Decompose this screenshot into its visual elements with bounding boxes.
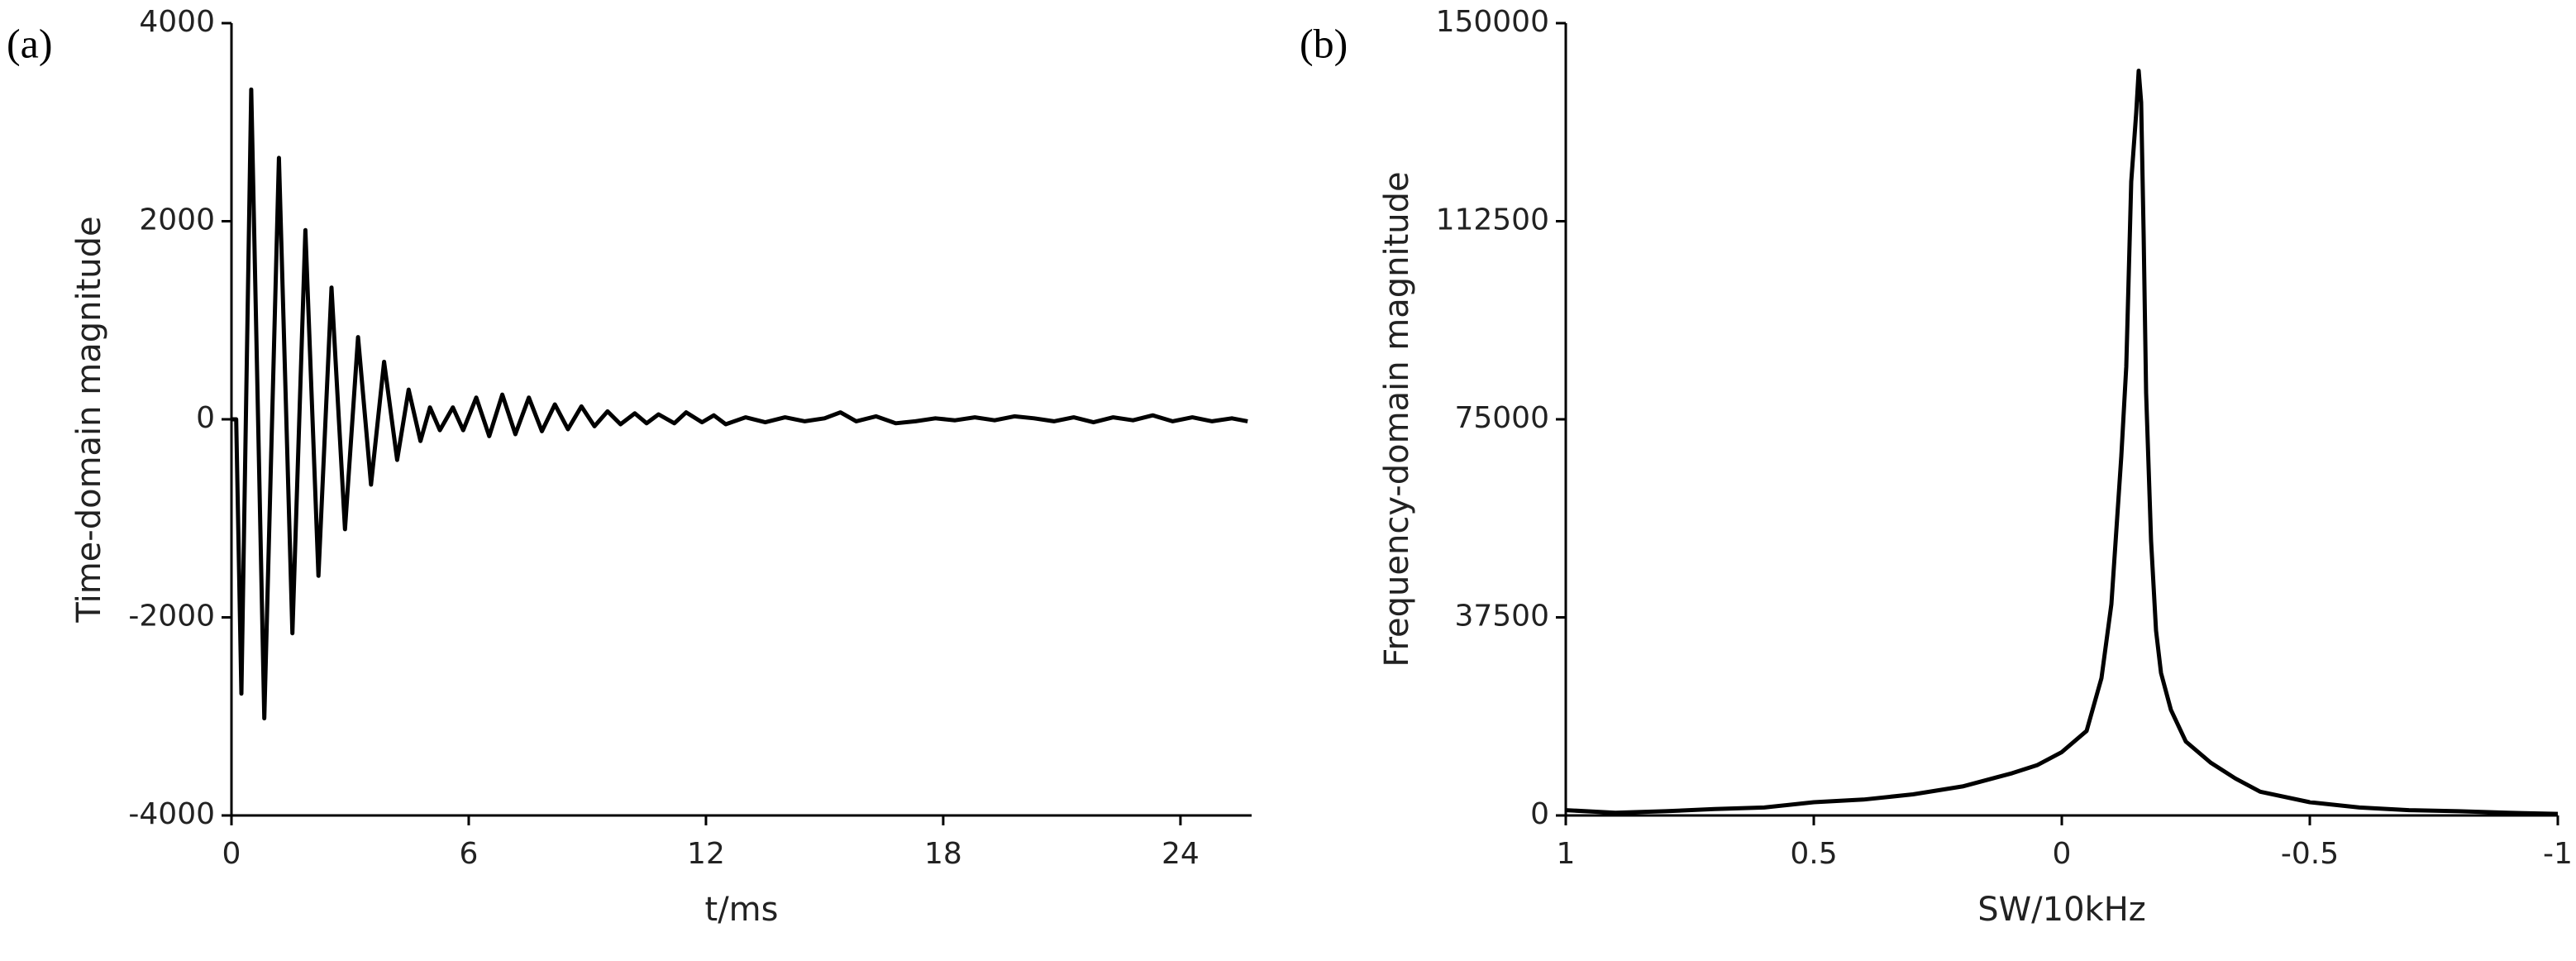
y-tick-label: 0	[1530, 797, 1549, 831]
y-tick-label: 112500	[1436, 203, 1549, 237]
y-tick-label: 37500	[1454, 600, 1549, 633]
x-tick-label: 0.5	[1790, 837, 1837, 871]
panel-label: (a)	[7, 20, 53, 66]
x-tick-label: 1	[1557, 837, 1576, 871]
x-axis-title: t/ms	[705, 891, 779, 929]
y-tick-label: -2000	[128, 600, 215, 633]
data-line	[231, 87, 1248, 721]
y-tick-label: 4000	[139, 5, 215, 39]
x-tick-label: 0	[2053, 837, 2072, 871]
x-tick-label: 18	[924, 837, 962, 871]
y-tick-label: 150000	[1436, 5, 1549, 39]
x-tick-label: -1	[2543, 837, 2573, 871]
x-tick-label: 24	[1162, 837, 1200, 871]
x-tick-label: 12	[687, 837, 725, 871]
y-axis-title: Frequency-domain magnitude	[1378, 171, 1416, 667]
x-axis-title: SW/10kHz	[1977, 891, 2146, 929]
data-line	[1565, 69, 2559, 816]
x-tick-label: -0.5	[2281, 837, 2339, 871]
x-tick-label: 6	[460, 837, 479, 871]
y-tick-label: 0	[196, 401, 215, 435]
y-axis-title: Time-domain magnitude	[70, 216, 108, 623]
y-tick-label: -4000	[128, 797, 215, 831]
x-tick-label: 0	[222, 837, 241, 871]
y-tick-label: 75000	[1454, 401, 1549, 435]
panel-label: (b)	[1300, 20, 1348, 66]
y-tick-label: 2000	[139, 203, 215, 237]
